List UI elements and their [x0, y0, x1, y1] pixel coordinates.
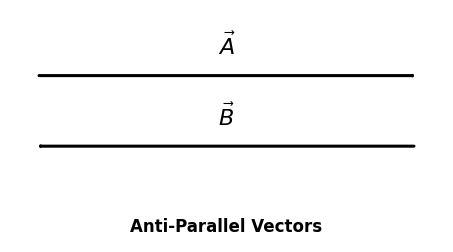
Text: $\vec{A}$: $\vec{A}$ — [217, 32, 236, 59]
Text: $\vec{B}$: $\vec{B}$ — [218, 102, 235, 130]
Text: Anti-Parallel Vectors: Anti-Parallel Vectors — [130, 218, 323, 236]
